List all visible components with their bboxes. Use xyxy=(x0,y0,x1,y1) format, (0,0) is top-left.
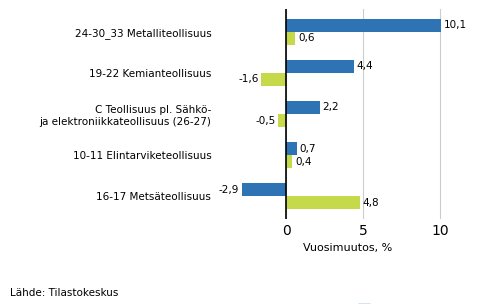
Bar xyxy=(286,155,292,168)
Bar xyxy=(286,196,360,209)
Text: Lähde: Tilastokeskus: Lähde: Tilastokeskus xyxy=(10,288,118,298)
Text: 0,6: 0,6 xyxy=(298,33,315,43)
Text: 0,4: 0,4 xyxy=(295,157,312,167)
Text: -0,5: -0,5 xyxy=(255,116,276,126)
Text: 4,4: 4,4 xyxy=(356,61,373,71)
Text: 0,7: 0,7 xyxy=(300,143,316,154)
Bar xyxy=(279,114,286,127)
Bar xyxy=(242,183,286,196)
Bar xyxy=(286,19,441,32)
Bar xyxy=(286,32,295,45)
Bar xyxy=(286,60,353,73)
Text: 4,8: 4,8 xyxy=(363,198,379,208)
Text: 2,2: 2,2 xyxy=(322,102,339,112)
Bar xyxy=(261,73,286,86)
X-axis label: Vuosimuutos, %: Vuosimuutos, % xyxy=(303,243,392,253)
Text: -2,9: -2,9 xyxy=(218,185,239,195)
Text: 10,1: 10,1 xyxy=(444,20,467,30)
Bar xyxy=(286,142,297,155)
Bar xyxy=(286,101,320,114)
Text: -1,6: -1,6 xyxy=(238,74,259,85)
